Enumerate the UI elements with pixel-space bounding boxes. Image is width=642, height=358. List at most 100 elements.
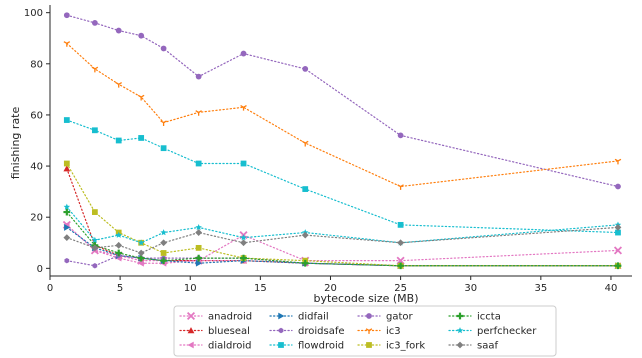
series-line	[66, 226, 619, 267]
data-point	[160, 45, 167, 52]
data-point	[160, 145, 167, 152]
data-point	[92, 263, 98, 269]
series-line	[66, 42, 619, 188]
y-tick-label: 20	[30, 213, 43, 224]
data-point	[160, 257, 167, 265]
legend-label: blueseal	[208, 326, 250, 337]
data-point	[397, 132, 404, 139]
data-point	[195, 259, 203, 267]
data-point	[63, 203, 71, 210]
series-line	[66, 211, 619, 267]
legend-marker	[187, 327, 195, 334]
series-ic3	[63, 41, 622, 190]
x-tick-label: 5	[117, 283, 123, 294]
legend-label: anadroid	[208, 312, 252, 323]
x-tick-label: 40	[605, 283, 618, 294]
data-point	[195, 160, 202, 167]
y-tick-label: 60	[30, 110, 43, 121]
legend-item: gator	[357, 312, 414, 323]
legend-marker	[187, 341, 194, 349]
data-point	[301, 231, 309, 239]
data-point	[195, 224, 202, 231]
series-blueseal	[63, 165, 622, 269]
data-point	[301, 140, 309, 147]
y-tick-label: 0	[37, 264, 43, 275]
data-point	[302, 66, 309, 72]
data-point	[138, 135, 145, 141]
data-point	[63, 208, 71, 216]
data-point	[615, 229, 621, 236]
data-point	[63, 41, 71, 47]
data-point	[63, 160, 70, 167]
data-point	[138, 32, 145, 39]
data-point	[64, 224, 71, 231]
data-point	[240, 50, 247, 57]
data-point	[91, 66, 99, 73]
data-point	[397, 221, 404, 228]
legend: anadroid blueseal dialdroid didfail droidsaf…	[173, 305, 557, 357]
data-point	[240, 160, 247, 167]
legend-marker	[278, 342, 284, 348]
legend-label: didfail	[298, 312, 329, 323]
data-point	[240, 234, 247, 241]
series-line	[66, 224, 619, 262]
data-point	[91, 236, 99, 243]
data-point	[63, 12, 70, 19]
data-point	[137, 239, 145, 246]
x-tick-label: 10	[184, 283, 197, 294]
data-point	[397, 239, 405, 247]
x-tick-label: 35	[534, 283, 547, 294]
data-point	[614, 224, 622, 231]
legend-label: droidsafe	[298, 326, 345, 337]
data-point	[115, 27, 122, 34]
y-axis-label: finishing rate	[9, 107, 22, 180]
series-line	[66, 226, 619, 254]
data-point	[195, 110, 202, 116]
legend-item: flowdroid	[269, 341, 344, 352]
legend-item: iccta	[448, 312, 501, 323]
legend-marker	[366, 342, 372, 348]
series-line	[66, 206, 619, 244]
data-point	[240, 105, 247, 111]
series-line	[66, 168, 619, 267]
series-line	[66, 162, 619, 267]
series-gator	[63, 12, 621, 190]
legend-marker	[456, 341, 464, 349]
data-point	[613, 246, 623, 255]
axes: 0 5 10 15 20 25 30 35 40 0 20 40 60 80 100	[24, 5, 632, 294]
legend-item: saaf	[448, 341, 498, 352]
x-tick-label: 25	[394, 283, 407, 294]
data-point	[63, 234, 71, 242]
legend-item: didfail	[269, 312, 329, 323]
series-line	[66, 14, 619, 188]
series-ic3_fork	[63, 160, 621, 269]
legend-item: blueseal	[179, 326, 250, 337]
x-tick-label: 15	[254, 283, 267, 294]
legend-marker	[186, 311, 196, 321]
data-point	[137, 259, 144, 267]
legend-label: perfchecker	[477, 326, 537, 337]
series-perfchecker	[63, 203, 622, 246]
legend-item: droidsafe	[269, 326, 345, 337]
data-point	[240, 239, 247, 247]
data-point	[195, 73, 202, 80]
y-tick-label: 40	[30, 162, 43, 173]
data-point	[63, 165, 71, 172]
data-point	[301, 259, 309, 267]
data-point	[160, 250, 167, 256]
data-point	[115, 231, 122, 238]
data-point	[137, 249, 145, 257]
data-point	[115, 241, 123, 249]
data-point	[115, 137, 122, 144]
data-point	[91, 209, 98, 215]
legend-label: saaf	[477, 341, 498, 352]
data-point	[614, 262, 622, 270]
data-point	[91, 20, 98, 26]
x-tick-label: 30	[464, 283, 477, 294]
data-point	[160, 229, 167, 236]
data-point	[615, 183, 621, 190]
data-point	[91, 127, 98, 134]
legend-marker	[365, 328, 373, 334]
data-point	[302, 186, 309, 192]
